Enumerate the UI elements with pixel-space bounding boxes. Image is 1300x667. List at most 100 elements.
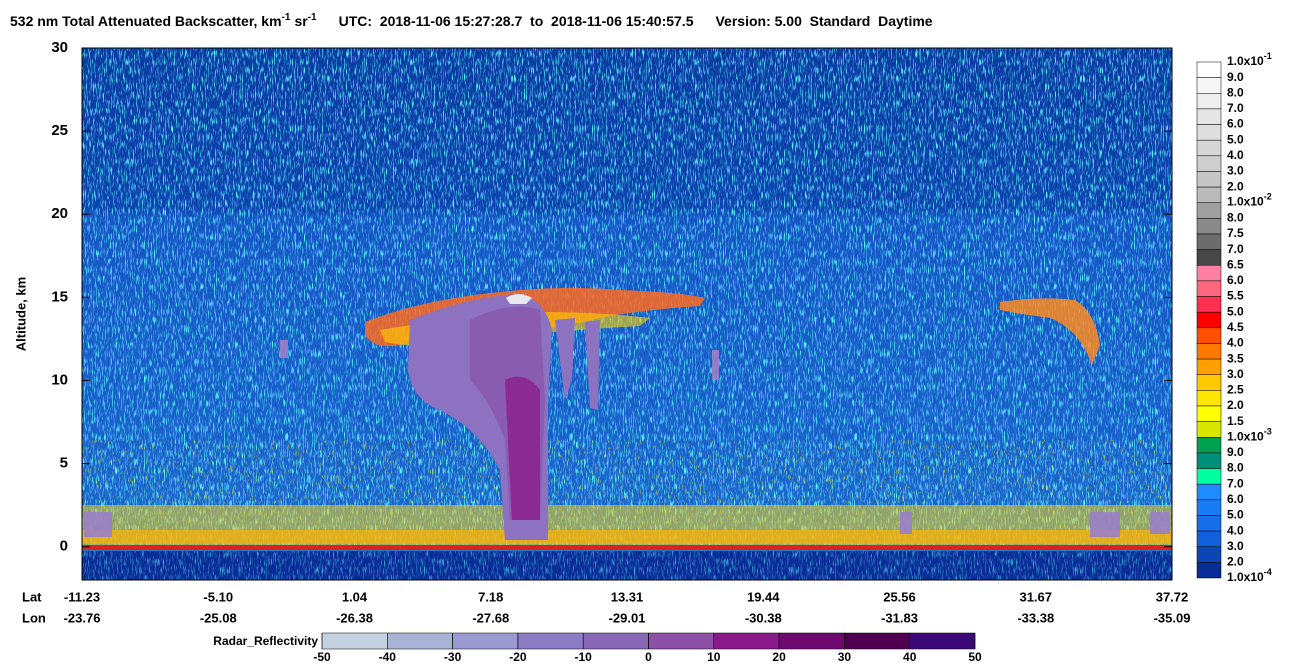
colorbar-label-base: 1.0x10 <box>1227 195 1264 209</box>
colorbar-label: 6.0 <box>1227 492 1244 506</box>
radar-tick-label: -20 <box>509 650 527 664</box>
cloud-fallstreaks <box>555 318 600 410</box>
colorbar-label: 5.0 <box>1227 508 1244 522</box>
colorbar-cell <box>1196 405 1222 422</box>
colorbar-label: 9.0 <box>1227 445 1244 459</box>
colorbar-label: 4.0 <box>1227 523 1244 537</box>
subsurface-noise <box>82 551 1172 580</box>
x-tick-label: 25.56 <box>883 589 916 604</box>
radar-cell <box>582 632 649 650</box>
x-tick-label: -26.38 <box>336 610 373 625</box>
title-version: Version: 5.00 Standard Daytime <box>715 13 932 29</box>
x-row-name: Lon <box>22 610 46 625</box>
radar-tick-label: 20 <box>772 650 786 664</box>
colorbar-label: 6.0 <box>1227 117 1244 131</box>
colorbar-label: 9.0 <box>1227 70 1244 84</box>
colorbar-label: 1.5 <box>1227 414 1244 428</box>
colorbar-cell <box>1196 499 1222 516</box>
colorbar-label: 2.0 <box>1227 555 1244 569</box>
colorbar-cell <box>1196 374 1222 391</box>
colorbar-cell <box>1196 468 1222 485</box>
colorbar-cell <box>1196 171 1222 188</box>
title-utc: UTC: 2018-11-06 15:27:28.7 to 2018-11-06… <box>339 13 694 29</box>
x-tick-label: 1.04 <box>342 589 368 604</box>
cirrus <box>1000 298 1100 365</box>
colorbar-cell <box>1196 546 1222 563</box>
cloud-top <box>506 294 532 304</box>
radar-cell <box>321 632 388 650</box>
colorbar-cell <box>1196 421 1222 438</box>
colorbar-label: 6.5 <box>1227 257 1244 271</box>
radar-cell <box>844 632 910 650</box>
y-tick-label: 25 <box>51 122 68 139</box>
colorbar-cell <box>1196 296 1222 313</box>
colorbar-cell <box>1196 358 1222 375</box>
title-exp: -1 <box>282 12 291 23</box>
colorbar-cell <box>1196 124 1222 141</box>
curtain-image <box>82 48 1172 580</box>
colorbar-label: 8.0 <box>1227 461 1244 475</box>
colorbar-label-exp: -1 <box>1264 51 1272 61</box>
colorbar-cell <box>1196 311 1222 329</box>
radar-tick-label: 40 <box>903 650 917 664</box>
colorbar-cell <box>1196 61 1222 78</box>
colorbar-cell <box>1196 249 1222 266</box>
colorbar-label: 1.0x10-3 <box>1227 427 1272 444</box>
x-tick-label: 37.72 <box>1156 589 1189 604</box>
colorbar-label: 4.5 <box>1227 320 1244 334</box>
colorbar-label-base: 1.0x10 <box>1227 429 1264 443</box>
radar-cell <box>387 632 453 650</box>
colorbar-cell <box>1196 452 1222 469</box>
colorbar-label: 3.0 <box>1227 539 1244 553</box>
colorbar-cell <box>1196 515 1222 532</box>
cloud-core-dense <box>505 376 540 520</box>
boundary-layer-top <box>82 530 1172 544</box>
y-tick-label: 20 <box>51 205 68 222</box>
colorbar-label: 8.0 <box>1227 211 1244 225</box>
colorbar-label: 5.0 <box>1227 132 1244 146</box>
radar-tick-label: 50 <box>968 650 982 664</box>
x-tick-label: 19.44 <box>747 589 780 604</box>
colorbar-label: 7.0 <box>1227 101 1244 115</box>
colorbar-label: 1.0x10-1 <box>1227 51 1272 68</box>
colorbar-cell <box>1196 530 1222 547</box>
colorbar-label-exp: -2 <box>1264 192 1272 202</box>
colorbar-cell <box>1196 155 1222 172</box>
colorbar-label: 8.0 <box>1227 85 1244 99</box>
colorbar-label: 1.0x10-2 <box>1227 192 1272 209</box>
x-tick-label: 13.31 <box>611 589 644 604</box>
chart-title: 532 nm Total Attenuated Backscatter, km-… <box>10 12 933 29</box>
y-tick-label: 10 <box>51 371 68 388</box>
x-tick-label: 31.67 <box>1019 589 1052 604</box>
colorbar-label: 2.0 <box>1227 179 1244 193</box>
colorbar-cell <box>1196 327 1222 344</box>
radar-tick-label: 0 <box>645 650 652 664</box>
x-tick-label: -29.01 <box>609 610 646 625</box>
colorbar-cell <box>1196 108 1222 125</box>
x-tick-label: -11.23 <box>64 589 100 604</box>
colorbar-label: 3.0 <box>1227 164 1244 178</box>
colorbar-label: 2.5 <box>1227 383 1244 397</box>
radar-tick-label: -10 <box>575 650 593 664</box>
colorbar-cell <box>1196 265 1222 282</box>
radar-tick-label: -40 <box>379 650 397 664</box>
colorbar-cell <box>1196 139 1222 157</box>
radar-cell <box>517 632 584 650</box>
plot-frame <box>81 47 1173 581</box>
x-tick-label: -35.09 <box>1154 610 1191 625</box>
radar-cell <box>648 632 715 650</box>
colorbar-label: 1.0x10-4 <box>1227 567 1272 584</box>
x-tick-label: -23.76 <box>64 610 101 625</box>
colorbar-label-exp: -4 <box>1264 567 1272 577</box>
x-tick-label: -30.38 <box>745 610 782 625</box>
x-tick-label: -25.08 <box>200 610 237 625</box>
colorbar-label: 4.0 <box>1227 148 1244 162</box>
x-tick-label: -5.10 <box>203 589 233 604</box>
colorbar-label: 7.5 <box>1227 226 1244 240</box>
radar-tick-label: -50 <box>313 650 331 664</box>
title-main: 532 nm Total Attenuated Backscatter, km <box>10 13 282 29</box>
colorbar-label-base: 1.0x10 <box>1227 54 1264 68</box>
x-tick-label: -31.83 <box>881 610 918 625</box>
colorbar-cell <box>1196 562 1222 579</box>
